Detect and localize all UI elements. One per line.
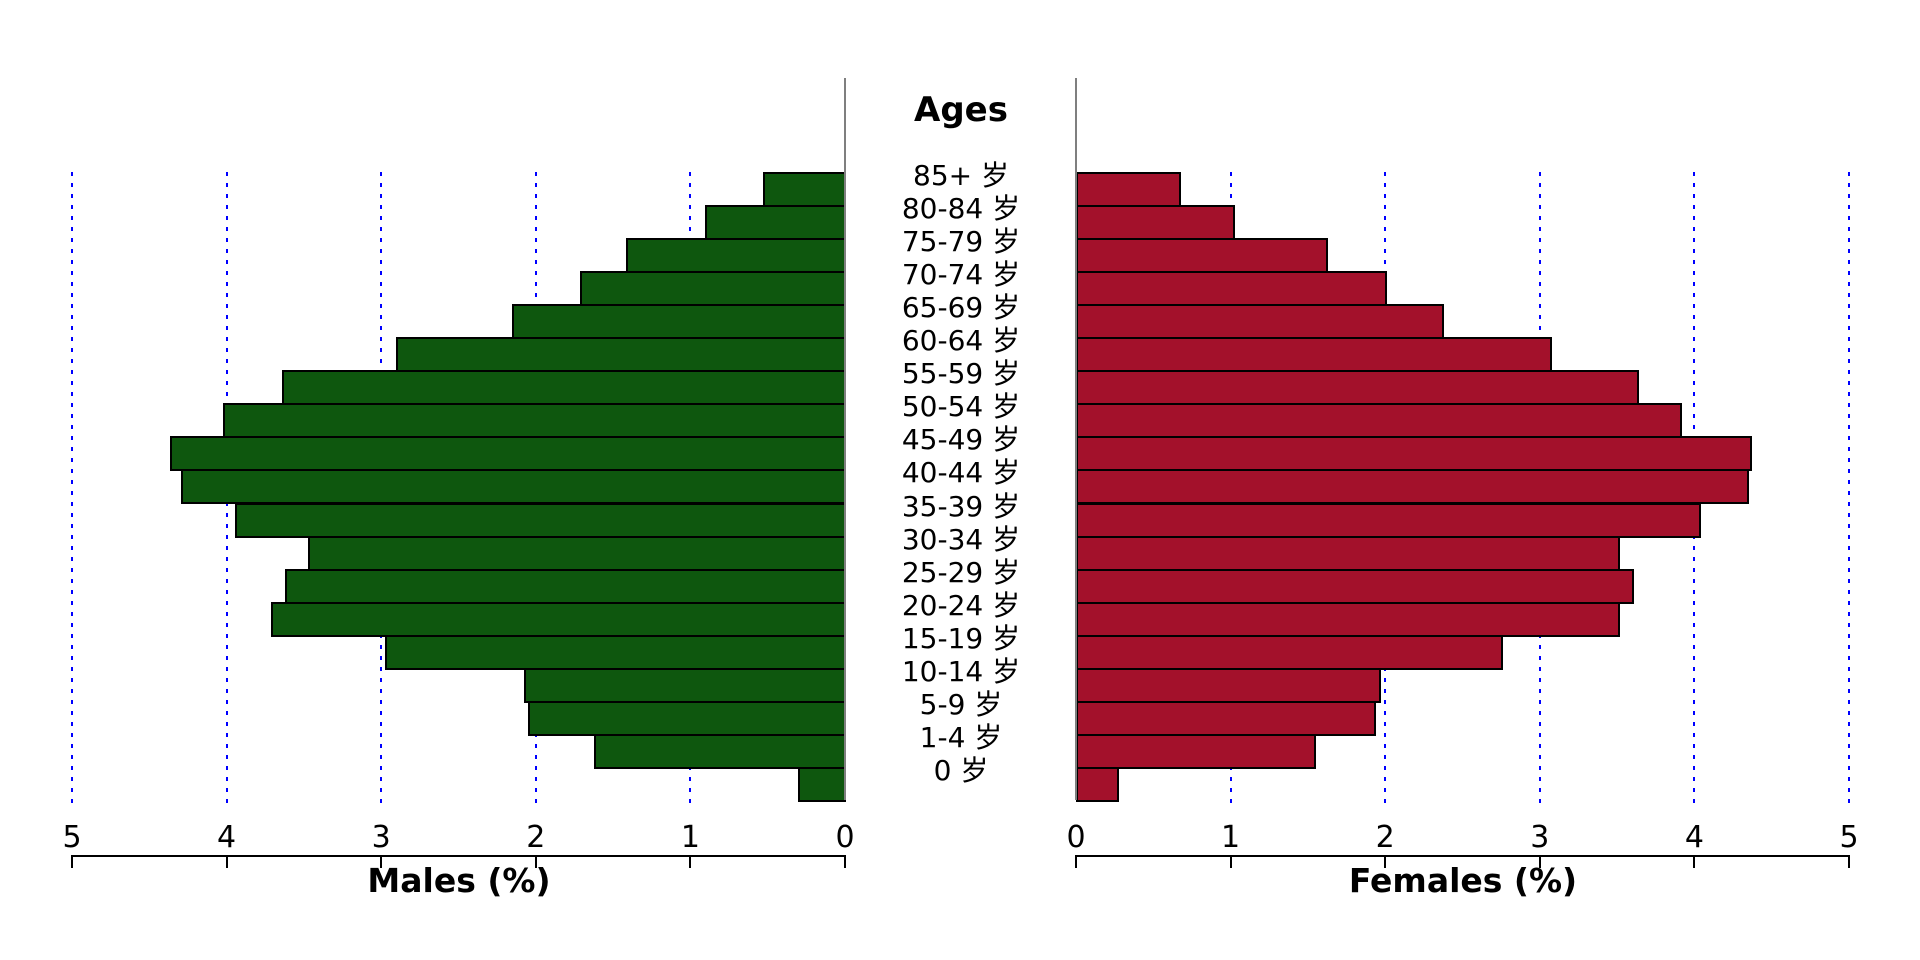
age-group-label: 60-64 岁: [901, 324, 1021, 358]
male-bar-35-39: [235, 502, 846, 538]
male-bar-45-49: [170, 436, 846, 472]
female-axis-tick: [1075, 855, 1077, 868]
age-group-label: 10-14 岁: [901, 654, 1021, 688]
male-axis-tick-label: 0: [835, 820, 855, 855]
male-bar-50-54: [222, 403, 846, 439]
age-group-label: 5-9 岁: [919, 687, 1003, 721]
female-axis-tick-label: 0: [1066, 820, 1086, 855]
male-axis-tick: [844, 855, 846, 868]
age-group-label: 75-79 岁: [901, 225, 1021, 259]
age-group-label: 55-59 岁: [901, 357, 1021, 391]
male-bar-70-74: [580, 271, 846, 307]
age-group-label: 35-39 岁: [901, 489, 1021, 523]
female-bar-45-49: [1076, 436, 1752, 472]
male-bar-1-4: [594, 733, 846, 769]
female-axis-tick: [1848, 855, 1850, 868]
male-bar-85+: [762, 172, 846, 208]
female-bar-70-74: [1076, 271, 1387, 307]
female-axis-tick: [1538, 855, 1541, 868]
age-group-label: 80-84 岁: [901, 192, 1021, 226]
female-bar-65-69: [1076, 304, 1444, 340]
male-bar-75-79: [626, 238, 846, 274]
female-bar-1-4: [1076, 733, 1316, 769]
female-zero-axis-line: [1075, 78, 1077, 800]
female-bar-15-19: [1076, 634, 1503, 670]
male-bar-60-64: [396, 337, 846, 373]
male-bar-40-44: [181, 469, 846, 505]
male-axis-title: Males (%): [367, 861, 551, 900]
age-group-label: 50-54 岁: [901, 390, 1021, 424]
age-group-label: 25-29 岁: [901, 555, 1021, 589]
female-axis-tick-label: 3: [1530, 820, 1550, 855]
age-group-label: 1-4 岁: [919, 720, 1003, 754]
male-bar-0: [798, 766, 846, 802]
female-bar-40-44: [1076, 469, 1749, 505]
female-bar-0: [1076, 766, 1120, 802]
age-group-label: 70-74 岁: [901, 258, 1021, 292]
ages-title: Ages: [914, 90, 1008, 130]
male-axis-tick-label: 3: [371, 820, 391, 855]
female-axis-tick-label: 5: [1839, 820, 1859, 855]
male-bar-20-24: [270, 601, 846, 637]
male-gridline: [71, 172, 73, 803]
female-bar-85+: [1076, 172, 1182, 208]
female-bar-20-24: [1076, 601, 1621, 637]
age-group-label: 40-44 岁: [901, 456, 1021, 490]
male-axis-tick-label: 5: [62, 820, 82, 855]
female-axis-line: [1075, 855, 1850, 857]
female-bar-10-14: [1076, 667, 1381, 703]
female-bar-35-39: [1076, 502, 1701, 538]
age-group-label: 30-34 岁: [901, 522, 1021, 556]
age-group-label: 0 岁: [933, 753, 989, 787]
female-axis-tick: [1693, 855, 1696, 868]
male-bar-80-84: [705, 205, 846, 241]
male-axis-line: [71, 855, 846, 857]
male-axis-tick: [689, 855, 692, 868]
male-bar-55-59: [281, 370, 846, 406]
female-axis-title: Females (%): [1348, 861, 1578, 900]
male-axis-tick: [534, 855, 537, 868]
male-axis-tick-label: 4: [217, 820, 237, 855]
male-bar-10-14: [524, 667, 846, 703]
age-group-label: 85+ 岁: [913, 159, 1009, 192]
age-group-label: 15-19 岁: [901, 621, 1021, 655]
male-zero-axis-line: [844, 78, 846, 800]
female-bar-5-9: [1076, 700, 1376, 736]
male-axis-tick-label: 1: [680, 820, 700, 855]
female-gridline: [1848, 172, 1850, 803]
male-bar-25-29: [284, 568, 846, 604]
male-axis-tick: [380, 855, 383, 868]
male-bar-5-9: [527, 700, 846, 736]
female-bar-30-34: [1076, 535, 1621, 571]
female-bar-60-64: [1076, 337, 1553, 373]
female-bar-80-84: [1076, 205, 1236, 241]
female-axis-tick-label: 4: [1684, 820, 1704, 855]
female-bar-55-59: [1076, 370, 1639, 406]
female-bar-75-79: [1076, 238, 1328, 274]
male-axis-tick: [225, 855, 228, 868]
female-axis-tick: [1229, 855, 1232, 868]
female-bar-25-29: [1076, 568, 1635, 604]
male-bar-30-34: [307, 535, 846, 571]
age-group-label: 65-69 岁: [901, 291, 1021, 325]
female-bar-50-54: [1076, 403, 1683, 439]
male-axis-tick: [71, 855, 73, 868]
age-group-label: 45-49 岁: [901, 423, 1021, 457]
male-bar-65-69: [512, 304, 846, 340]
male-bar-15-19: [385, 634, 846, 670]
female-axis-tick-label: 1: [1221, 820, 1241, 855]
female-axis-tick-label: 2: [1375, 820, 1395, 855]
age-group-label: 20-24 岁: [901, 588, 1021, 622]
male-axis-tick-label: 2: [526, 820, 546, 855]
female-axis-tick: [1384, 855, 1387, 868]
